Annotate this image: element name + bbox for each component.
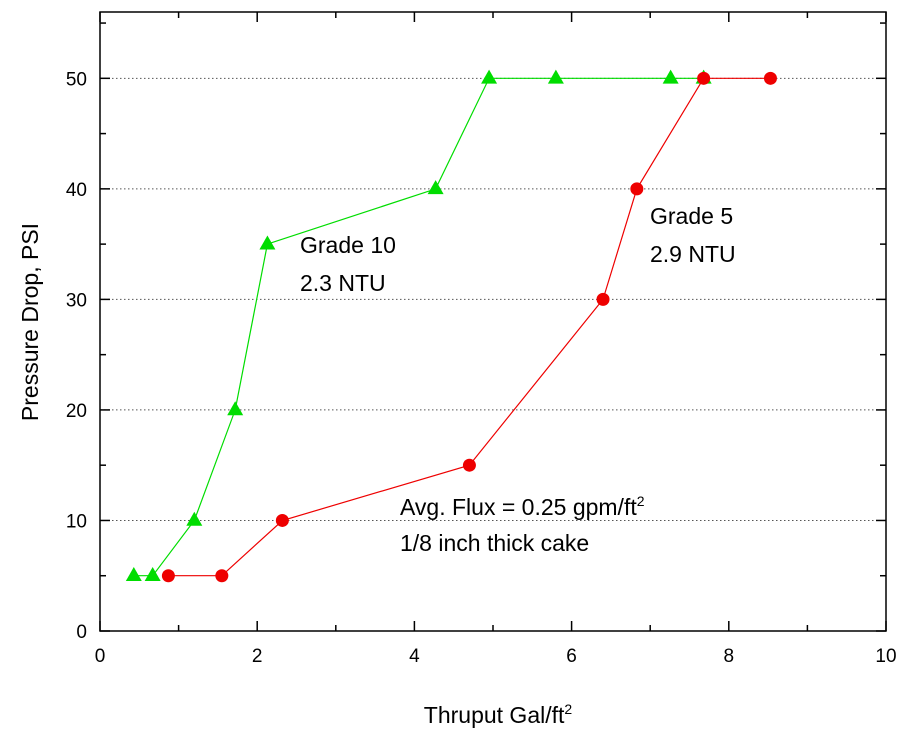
x-tick-label: 4 xyxy=(409,646,420,667)
circle-point xyxy=(275,513,289,527)
y-tick-label: 30 xyxy=(66,290,87,311)
series-1 xyxy=(161,71,777,583)
annotation-grade10-ntu: 2.3 NTU xyxy=(300,270,386,296)
circle-point xyxy=(697,71,711,85)
series-line xyxy=(133,77,704,577)
circle-point xyxy=(630,182,644,196)
annotation-grade5-ntu: 2.9 NTU xyxy=(650,241,736,267)
x-tick-label: 0 xyxy=(95,646,106,667)
y-axis-title: Pressure Drop, PSI xyxy=(17,223,43,421)
series-line xyxy=(168,77,771,577)
x-axis-title-superscript: 2 xyxy=(564,701,572,717)
annotation-grade5-name: Grade 5 xyxy=(650,203,733,229)
triangle-point xyxy=(144,567,161,582)
x-tick-label: 10 xyxy=(875,646,896,667)
triangle-point xyxy=(481,69,498,84)
triangle-point xyxy=(662,69,679,84)
annotation-flux-superscript: 2 xyxy=(637,493,645,509)
axis-ticks xyxy=(99,12,887,632)
annotation-cake: 1/8 inch thick cake xyxy=(400,530,589,556)
x-tick-label: 8 xyxy=(724,646,735,667)
x-tick-label: 6 xyxy=(566,646,577,667)
tick-labels: 0 2 4 6 8 10 0 10 20 30 40 50 xyxy=(66,69,897,667)
series-layer xyxy=(125,69,777,583)
triangle-point xyxy=(547,69,564,84)
triangle-point xyxy=(259,235,276,250)
y-tick-label: 40 xyxy=(66,180,87,201)
y-tick-label: 0 xyxy=(76,622,87,643)
annotation-grade10-name: Grade 10 xyxy=(300,232,396,258)
grid-lines xyxy=(100,77,886,521)
y-tick-label: 50 xyxy=(66,69,87,90)
circle-point xyxy=(763,71,777,85)
circle-point xyxy=(596,292,610,306)
triangle-point xyxy=(125,567,142,582)
x-tick-label: 2 xyxy=(252,646,263,667)
y-tick-label: 10 xyxy=(66,511,87,532)
circle-point xyxy=(215,569,229,583)
x-axis-title-text: Thruput Gal/ft xyxy=(424,702,565,728)
y-tick-label: 20 xyxy=(66,401,87,422)
x-axis-title: Thruput Gal/ft2 xyxy=(424,701,573,728)
circle-point xyxy=(161,569,175,583)
triangle-point xyxy=(227,401,244,416)
circle-point xyxy=(462,458,476,472)
annotation-flux-text: Avg. Flux = 0.25 gpm/ft xyxy=(400,494,637,520)
triangle-point xyxy=(427,180,444,195)
annotation-flux: Avg. Flux = 0.25 gpm/ft2 xyxy=(400,493,645,520)
triangle-point xyxy=(186,511,203,526)
